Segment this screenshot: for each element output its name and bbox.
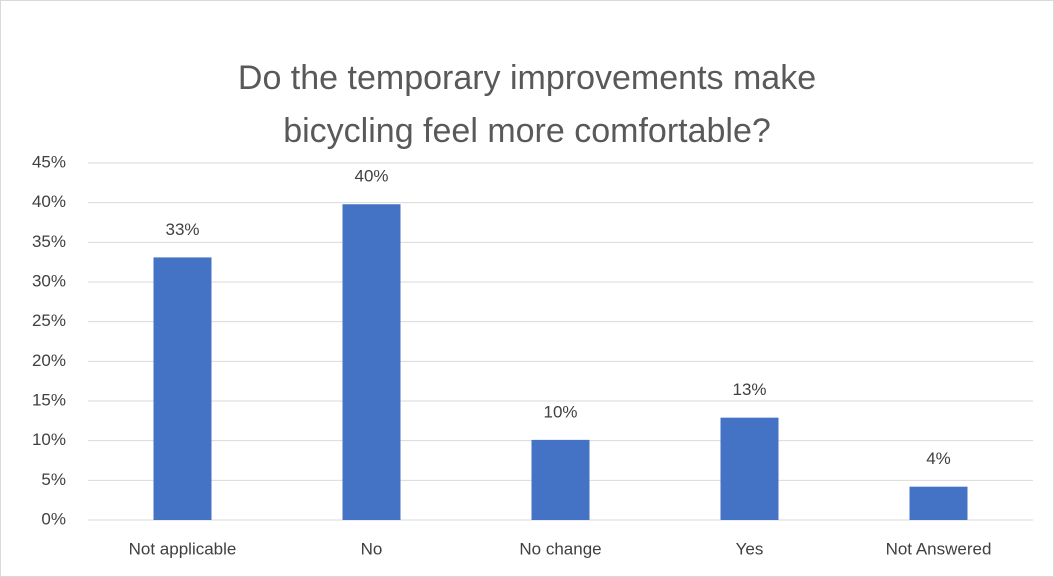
- x-tick-label: No: [361, 539, 383, 558]
- y-tick-label: 5%: [41, 470, 66, 489]
- y-tick-label: 15%: [32, 390, 66, 409]
- data-label: 33%: [165, 220, 199, 239]
- x-tick-label: Yes: [736, 539, 764, 558]
- bar: [720, 417, 779, 520]
- bar: [531, 439, 590, 520]
- bar: [909, 486, 968, 520]
- data-label: 40%: [354, 167, 388, 186]
- data-label: 13%: [732, 380, 766, 399]
- y-tick-label: 0%: [41, 509, 66, 528]
- y-tick-label: 10%: [32, 430, 66, 449]
- bar: [153, 257, 212, 520]
- y-tick-label: 20%: [32, 351, 66, 370]
- data-label: 10%: [543, 402, 577, 421]
- x-tick-label: No change: [519, 539, 601, 558]
- y-tick-label: 30%: [32, 271, 66, 290]
- data-label: 4%: [926, 449, 951, 468]
- y-tick-label: 25%: [32, 311, 66, 330]
- chart-title: Do the temporary improvements make bicyc…: [237, 59, 817, 150]
- y-tick-label: 45%: [32, 152, 66, 171]
- x-tick-label: Not Answered: [886, 539, 992, 558]
- y-tick-label: 40%: [32, 192, 66, 211]
- y-tick-label: 35%: [32, 232, 66, 251]
- x-tick-label: Not applicable: [129, 539, 237, 558]
- bar: [342, 204, 401, 520]
